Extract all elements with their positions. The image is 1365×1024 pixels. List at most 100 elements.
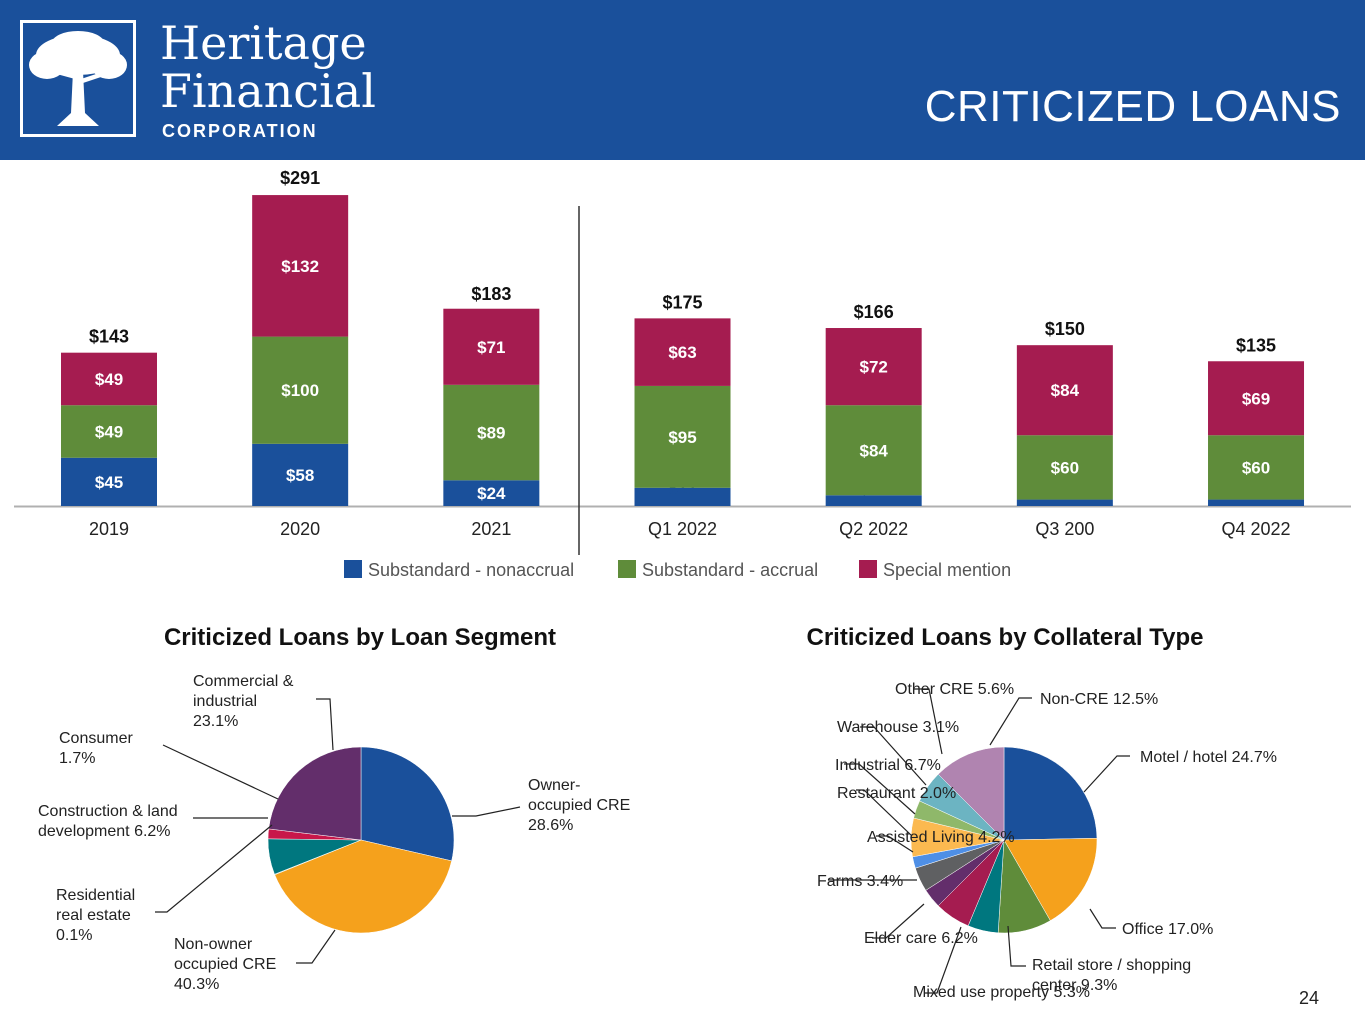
bar-value-label: $58 bbox=[286, 466, 314, 485]
pie-leader-line bbox=[1007, 925, 1026, 967]
pie-leader-line bbox=[924, 926, 962, 994]
pie-slice-label: Non-owner occupied CRE 40.3% bbox=[174, 936, 276, 993]
bar-value-label: $69 bbox=[1242, 389, 1270, 408]
bar-segment bbox=[252, 195, 349, 337]
pie-slice-label: Consumer 1.7% bbox=[59, 730, 133, 767]
pie-slice-label: Elder care 6.2% bbox=[864, 930, 978, 947]
bar-value-label: $45 bbox=[95, 473, 123, 492]
bar-value-label: $84 bbox=[1051, 381, 1080, 400]
pie-slice-label: Residential real estate 0.1% bbox=[56, 887, 135, 944]
pie-slice-label: Owner-occupied CRE 28.6% bbox=[528, 777, 630, 834]
pie-slice-label: Industrial 6.7% bbox=[835, 757, 941, 774]
x-tick-label: Q1 2022 bbox=[648, 519, 717, 539]
bar-total-label: $291 bbox=[280, 168, 320, 188]
bar-value-label: $100 bbox=[281, 381, 319, 400]
legend-swatch bbox=[344, 560, 362, 578]
bar-value-label: $71 bbox=[477, 338, 505, 357]
bar-segment bbox=[1208, 361, 1305, 436]
loan-segment-pie-chart: Owner-occupied CRE 28.6% Non-owner occupied… bbox=[38, 673, 630, 993]
logo-tree-icon bbox=[20, 20, 136, 137]
bar-segment bbox=[1016, 499, 1113, 506]
bar-value-label: $132 bbox=[281, 257, 319, 276]
bar-value-label: $84 bbox=[859, 441, 888, 460]
x-tick-label: 2020 bbox=[280, 519, 320, 539]
x-tick-label: Q2 2022 bbox=[839, 519, 908, 539]
legend-label: Substandard - nonaccrual bbox=[368, 560, 574, 580]
pie-slice bbox=[937, 746, 1005, 841]
bar-segment bbox=[825, 328, 922, 406]
bar-segment bbox=[634, 487, 731, 506]
criticized-loans-bar-chart: $45 $49 $49 $143 2019 $58 $100 $132 $291 2020 $24 $… bbox=[14, 168, 1351, 580]
page-title: CRITICIZED LOANS bbox=[924, 82, 1341, 131]
bar-value-label: $24 bbox=[477, 484, 506, 503]
bar-total-label: $183 bbox=[471, 284, 511, 304]
pie-slice-label: Restaurant 2.0% bbox=[837, 785, 956, 802]
pie-slice-label: Farms 3.4% bbox=[817, 873, 903, 890]
x-tick-label: Q3 200 bbox=[1035, 519, 1094, 539]
bar-segment bbox=[1208, 499, 1305, 506]
pie-slice bbox=[274, 839, 452, 934]
pie-leader-line bbox=[296, 929, 336, 964]
pie-leader-line bbox=[844, 763, 916, 815]
collateral-type-pie-title: Criticized Loans by Collateral Type bbox=[806, 624, 1204, 651]
brand-name-line2: Financial bbox=[160, 64, 376, 118]
pie-slice bbox=[1003, 837, 1098, 921]
pie-slice bbox=[360, 746, 455, 862]
bar-segment bbox=[1016, 345, 1113, 436]
bar-value-label: $60 bbox=[1242, 458, 1270, 477]
page-number: 24 bbox=[1298, 988, 1319, 1008]
bar-segment bbox=[443, 308, 540, 385]
pie-slice-label: Office 17.0% bbox=[1122, 921, 1213, 938]
pie-leader-line bbox=[155, 824, 273, 913]
bar-value-label: $63 bbox=[668, 343, 696, 362]
bar-segment bbox=[443, 384, 540, 481]
pie-leader-line bbox=[856, 789, 913, 837]
pie-slice-label: Warehouse 3.1% bbox=[837, 719, 959, 736]
bar-segment bbox=[825, 405, 922, 496]
brand-name-line3: CORPORATION bbox=[162, 121, 318, 141]
header-banner: Heritage Financial CORPORATION CRITICIZE… bbox=[0, 0, 1365, 160]
legend-label: Special mention bbox=[883, 560, 1011, 580]
pie-leader-line bbox=[876, 835, 914, 853]
pie-slice-label: Mixed use property 5.3% bbox=[913, 984, 1090, 1001]
bar-segment bbox=[252, 336, 349, 444]
bar-value-label: $49 bbox=[95, 370, 123, 389]
bar-segment bbox=[61, 352, 157, 406]
bar-total-label: $166 bbox=[854, 302, 894, 322]
bar-segment bbox=[1208, 435, 1305, 500]
pie-slice-label: Retail store / shopping center 9.3% bbox=[1032, 957, 1191, 994]
loan-segment-pie-title: Criticized Loans by Loan Segment bbox=[163, 624, 557, 651]
pie-slice-label: Commercial & industrial 23.1% bbox=[193, 673, 294, 730]
pie-slice-label: Non-CRE 12.5% bbox=[1040, 691, 1158, 708]
pie-slice bbox=[268, 746, 362, 841]
bar-segment bbox=[252, 443, 349, 506]
pie-leader-line bbox=[872, 903, 925, 939]
brand-name-line1: Heritage bbox=[160, 16, 367, 70]
bar-value-label: $49 bbox=[95, 422, 123, 441]
x-tick-label: Q4 2022 bbox=[1221, 519, 1290, 539]
collateral-type-pie-chart: Motel / hotel 24.7% Office 17.0% Retail st… bbox=[817, 681, 1277, 1001]
x-tick-label: 2019 bbox=[89, 519, 129, 539]
pie-slice-label: Other CRE 5.6% bbox=[895, 681, 1014, 698]
pie-slice-label: Motel / hotel 24.7% bbox=[1140, 749, 1277, 766]
bar-segment bbox=[1016, 435, 1113, 500]
bar-total-label: $150 bbox=[1045, 319, 1085, 339]
bar-value-label: $89 bbox=[477, 424, 505, 443]
pie-leader-line bbox=[860, 726, 927, 786]
x-tick-label: 2021 bbox=[471, 519, 511, 539]
bar-total-label: $135 bbox=[1236, 335, 1276, 355]
legend-swatch bbox=[618, 560, 636, 578]
pie-leader-line bbox=[316, 698, 334, 751]
legend-swatch bbox=[859, 560, 877, 578]
bar-value-label: $60 bbox=[1051, 458, 1079, 477]
bar-segment bbox=[634, 385, 731, 488]
pie-leader-line bbox=[452, 806, 521, 817]
pie-leader-line bbox=[1089, 908, 1116, 929]
bar-segment bbox=[825, 495, 922, 506]
bar-total-label: $143 bbox=[89, 327, 129, 347]
pie-slice-label: Construction & land development 6.2% bbox=[38, 803, 178, 840]
bar-segment bbox=[634, 318, 731, 386]
bar-total-label: $175 bbox=[662, 292, 702, 312]
pie-leader-line bbox=[162, 744, 279, 800]
bar-value-label: $72 bbox=[859, 358, 887, 377]
